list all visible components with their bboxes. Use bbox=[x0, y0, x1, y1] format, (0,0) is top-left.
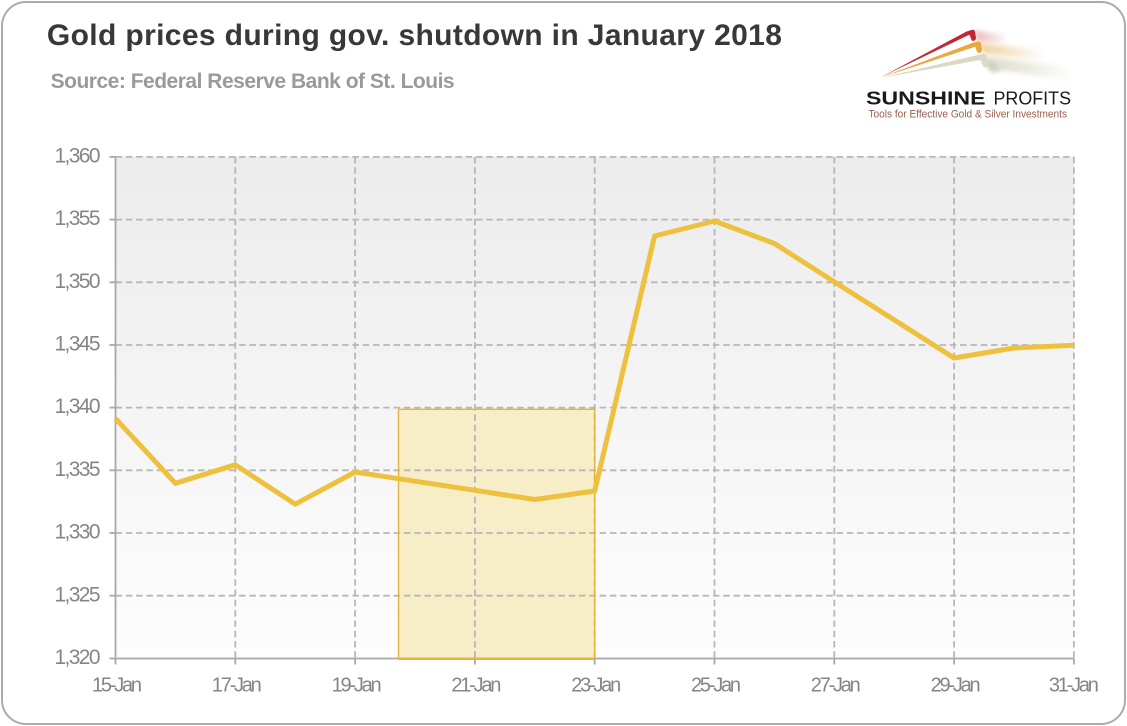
svg-text:Gold prices during gov. shutdo: Gold prices during gov. shutdown in Janu… bbox=[47, 19, 782, 52]
svg-text:Tools for Effective Gold & Sil: Tools for Effective Gold & Silver Invest… bbox=[869, 108, 1068, 120]
svg-text:17-Jan: 17-Jan bbox=[212, 675, 262, 697]
svg-text:25-Jan: 25-Jan bbox=[691, 675, 741, 697]
svg-text:1,325: 1,325 bbox=[55, 583, 101, 606]
svg-text:1,335: 1,335 bbox=[55, 458, 101, 481]
svg-text:1,350: 1,350 bbox=[55, 270, 101, 293]
svg-text:23-Jan: 23-Jan bbox=[571, 675, 621, 697]
svg-text:1,320: 1,320 bbox=[55, 646, 101, 669]
svg-text:15-Jan: 15-Jan bbox=[92, 675, 142, 697]
svg-text:27-Jan: 27-Jan bbox=[811, 675, 861, 697]
svg-text:1,330: 1,330 bbox=[55, 521, 101, 544]
svg-text:21-Jan: 21-Jan bbox=[451, 675, 501, 697]
svg-text:1,340: 1,340 bbox=[55, 395, 101, 418]
svg-text:19-Jan: 19-Jan bbox=[332, 675, 382, 697]
svg-text:PROFITS: PROFITS bbox=[994, 88, 1072, 109]
svg-text:29-Jan: 29-Jan bbox=[931, 675, 981, 697]
svg-text:Source: Federal Reserve Bank o: Source: Federal Reserve Bank of St. Loui… bbox=[51, 70, 455, 93]
svg-text:SUNSHINE: SUNSHINE bbox=[866, 88, 986, 109]
svg-text:1,345: 1,345 bbox=[55, 333, 101, 356]
svg-text:1,355: 1,355 bbox=[55, 207, 101, 230]
svg-text:1,360: 1,360 bbox=[55, 145, 101, 168]
svg-text:31-Jan: 31-Jan bbox=[1049, 675, 1099, 697]
